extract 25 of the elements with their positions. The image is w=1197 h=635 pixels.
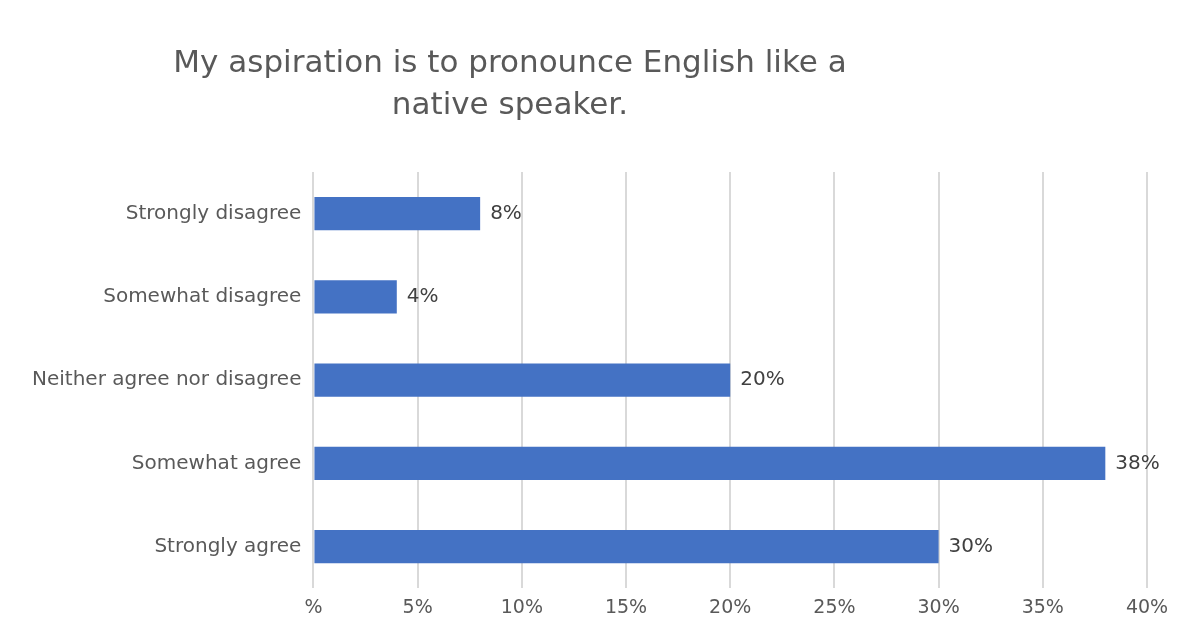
- y-tick-label: Strongly disagree: [125, 199, 302, 224]
- bar: [314, 529, 939, 564]
- x-tick-label: %: [304, 594, 323, 617]
- bar: [314, 196, 481, 231]
- y-tick-label: Neither agree nor disagree: [32, 366, 302, 391]
- data-label: 38%: [1115, 449, 1160, 474]
- bar: [314, 446, 1106, 480]
- x-tick-label: 15%: [604, 594, 648, 617]
- x-tick-label: 25%: [813, 594, 856, 617]
- data-label: 20%: [740, 366, 785, 391]
- bar: [314, 280, 397, 314]
- bar: [314, 363, 731, 397]
- x-tick-label: 40%: [1125, 594, 1169, 617]
- x-tick-label: 10%: [500, 594, 543, 617]
- x-tick-label: 35%: [1021, 594, 1064, 617]
- chart-title: My aspiration is to pronounce English like a native speaker.: [172, 42, 848, 123]
- x-tick-label: 30%: [917, 594, 960, 617]
- y-tick-label: Somewhat agree: [131, 449, 302, 474]
- y-tick-label: Somewhat disagree: [103, 283, 302, 308]
- data-label: 4%: [406, 283, 439, 308]
- x-tick-label: 5%: [402, 594, 433, 617]
- y-tick-label: Strongly agree: [154, 532, 302, 557]
- data-label: 30%: [948, 532, 994, 557]
- x-tick-label: 20%: [709, 594, 752, 617]
- data-label: 8%: [490, 199, 522, 224]
